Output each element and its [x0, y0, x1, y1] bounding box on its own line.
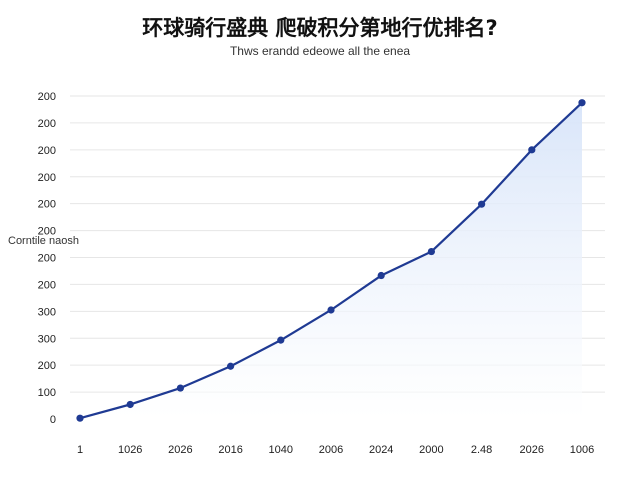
data-point [528, 146, 536, 154]
y-tick-label: 300 [38, 333, 56, 345]
y-tick-label: 200 [38, 118, 56, 130]
chart-title: 环球骑行盛典 爬破积分第地行优排名? [142, 16, 498, 40]
x-tick-label: 2.48 [471, 444, 492, 456]
y-tick-label: 200 [38, 172, 56, 184]
y-tick-label: 200 [38, 91, 56, 103]
data-point [126, 400, 134, 409]
data-point [478, 200, 486, 208]
x-tick-label: 2006 [319, 444, 343, 456]
x-tick-label: 1 [77, 444, 83, 456]
data-point [427, 247, 435, 256]
chart-subtitle: Thws erandd edeowe all the enea [229, 44, 411, 58]
x-tick-label: 2016 [218, 444, 242, 456]
x-tick-label: 1006 [570, 444, 594, 456]
y-tick-label: 200 [38, 279, 56, 291]
x-tick-label: 2026 [520, 444, 544, 456]
y-tick-label: 300 [38, 306, 56, 318]
data-point [176, 384, 184, 392]
series-area-fill [80, 102, 582, 420]
data-point [327, 306, 335, 314]
y-axis-label: Corntile naosh [8, 235, 79, 247]
data-point [76, 414, 84, 422]
y-tick-label: 200 [38, 199, 56, 211]
y-tick-label: 200 [38, 360, 56, 372]
x-tick-label: 2024 [369, 444, 393, 456]
data-point [578, 99, 586, 107]
y-tick-label: 200 [38, 226, 56, 238]
x-tick-label: 2000 [419, 444, 443, 456]
x-tick-label: 1026 [118, 444, 142, 456]
x-tick-label: 2026 [168, 444, 192, 456]
data-point [227, 362, 235, 370]
x-tick-label: 1040 [269, 444, 293, 456]
y-tick-label: 200 [38, 145, 56, 157]
y-tick-label: 0 [50, 414, 56, 426]
y-tick-label: 200 [38, 253, 56, 265]
y-tick-label: 100 [38, 387, 56, 399]
data-point [277, 336, 285, 344]
data-point [377, 271, 385, 280]
